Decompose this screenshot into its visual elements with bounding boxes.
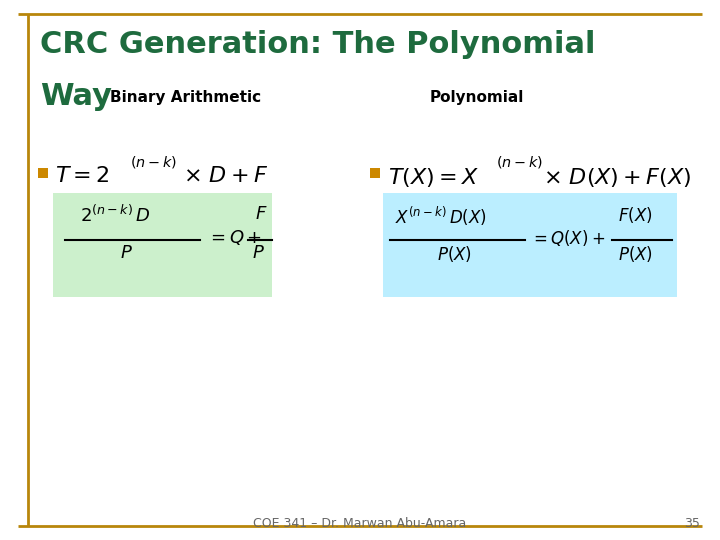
FancyBboxPatch shape [383, 193, 677, 297]
Text: $= Q +$: $= Q +$ [207, 228, 262, 247]
Text: $T(X) = X$: $T(X) = X$ [388, 166, 479, 189]
FancyBboxPatch shape [53, 193, 272, 297]
Text: Way: Way [40, 82, 112, 111]
Text: $P(X)$: $P(X)$ [437, 244, 472, 264]
Text: $2^{(n-k)}\,D$: $2^{(n-k)}\,D$ [80, 205, 150, 226]
Text: $= Q(X)+$: $= Q(X)+$ [530, 228, 606, 248]
Text: COE 341 – Dr. Marwan Abu-Amara: COE 341 – Dr. Marwan Abu-Amara [253, 517, 467, 530]
Text: Polynomial: Polynomial [430, 90, 524, 105]
Text: $\times\ D(X) + F(X)$: $\times\ D(X) + F(X)$ [543, 166, 691, 189]
Text: $P(X)$: $P(X)$ [618, 244, 653, 264]
FancyBboxPatch shape [38, 168, 48, 178]
FancyBboxPatch shape [370, 168, 380, 178]
Text: $(n-k)$: $(n-k)$ [496, 154, 543, 170]
Text: $T = 2$: $T = 2$ [55, 166, 109, 186]
Text: $F(X)$: $F(X)$ [618, 205, 652, 225]
Text: $P$: $P$ [120, 244, 132, 262]
Text: $X^{(n-k)}\,D(X)$: $X^{(n-k)}\,D(X)$ [395, 205, 487, 228]
Text: Binary Arithmetic: Binary Arithmetic [110, 90, 261, 105]
Text: $(n-k)$: $(n-k)$ [130, 154, 177, 170]
Text: 35: 35 [684, 517, 700, 530]
Text: $F$: $F$ [255, 205, 268, 223]
Text: $P$: $P$ [252, 244, 265, 262]
Text: CRC Generation: The Polynomial: CRC Generation: The Polynomial [40, 30, 595, 59]
Text: $\times\ D + F$: $\times\ D + F$ [183, 166, 269, 186]
